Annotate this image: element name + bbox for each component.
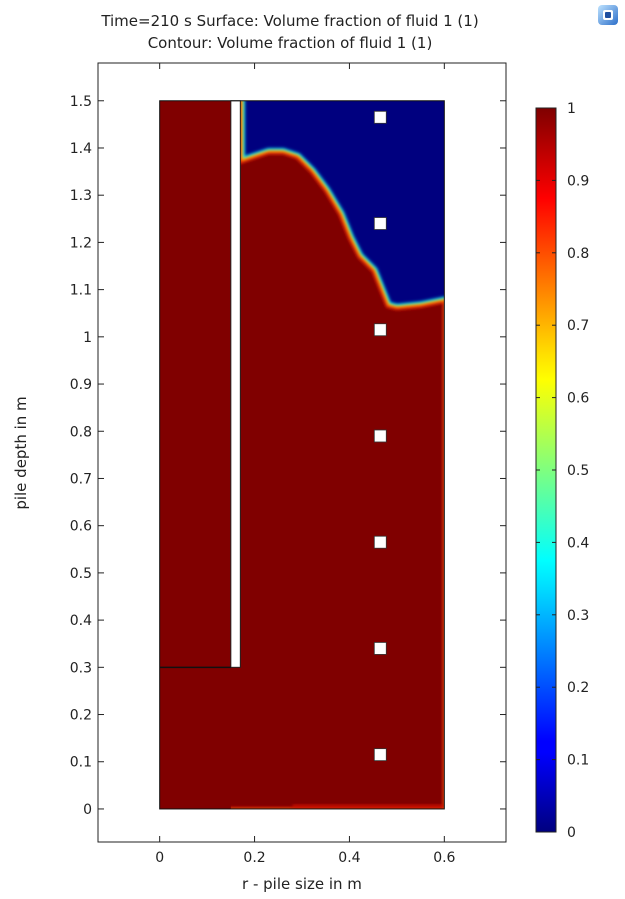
- y-tick-label: 0.4: [70, 613, 92, 629]
- y-tick-label: 0.8: [70, 424, 92, 440]
- probe-point: [373, 110, 387, 124]
- probe-point: [373, 642, 387, 655]
- colorbar-tick-label: 0.8: [567, 246, 589, 262]
- probe-point: [373, 535, 387, 549]
- y-tick-label: 0: [83, 802, 92, 818]
- comsol-logo-icon: [598, 5, 618, 25]
- colorbar-tick-label: 0.3: [567, 608, 589, 624]
- y-tick-label: 0.5: [70, 566, 92, 582]
- colorbar-tick-label: 0.5: [567, 463, 589, 479]
- y-tick-label: 0.2: [70, 708, 92, 724]
- chart-title: Time=210 s Surface: Volume fraction of f…: [0, 10, 580, 54]
- x-axis-label: r - pile size in m: [242, 875, 362, 893]
- y-tick-label: 1.4: [70, 141, 92, 157]
- colorbar-tick-label: 0.1: [567, 753, 589, 769]
- y-tick-label: 1.2: [70, 235, 92, 251]
- x-tick-label: 0: [155, 850, 164, 866]
- y-tick-label: 0.7: [70, 471, 92, 487]
- y-tick-label: 0.9: [70, 377, 92, 393]
- colorbar-tick-label: 0.4: [567, 535, 589, 551]
- fluid1-left-column: [159, 100, 231, 809]
- probe-point: [373, 217, 387, 230]
- y-tick-label: 0.3: [70, 660, 92, 676]
- y-tick-label: 1.3: [70, 188, 92, 204]
- colorbar-tick-label: 0.7: [567, 318, 589, 334]
- probe-point: [373, 429, 387, 443]
- chart-title-line1: Time=210 s Surface: Volume fraction of f…: [101, 12, 479, 30]
- y-tick-label: 1.1: [70, 283, 92, 299]
- colorbar-tick-label: 0: [567, 825, 576, 841]
- y-tick-label: 1.5: [70, 94, 92, 110]
- y-tick-label: 1: [83, 330, 92, 346]
- colorbar-tick-label: 0.9: [567, 173, 589, 189]
- colorbar-tick-label: 0.2: [567, 680, 589, 696]
- pile-wall: [230, 100, 241, 668]
- x-tick-label: 0.6: [433, 850, 455, 866]
- colorbar-tick-label: 0.6: [567, 391, 589, 407]
- bottom-band: [292, 804, 445, 809]
- chart-title-line2: Contour: Volume fraction of fluid 1 (1): [147, 34, 433, 52]
- y-tick-label: 0.6: [70, 519, 92, 535]
- x-tick-label: 0.2: [243, 850, 265, 866]
- y-tick-label: 0.1: [70, 755, 92, 771]
- colorbar-tick-label: 1: [567, 101, 576, 117]
- probe-point: [373, 748, 387, 762]
- probe-point: [373, 323, 387, 337]
- x-tick-label: 0.4: [338, 850, 360, 866]
- domain-outline: [159, 100, 445, 810]
- y-axis-label: pile depth in m: [12, 396, 30, 509]
